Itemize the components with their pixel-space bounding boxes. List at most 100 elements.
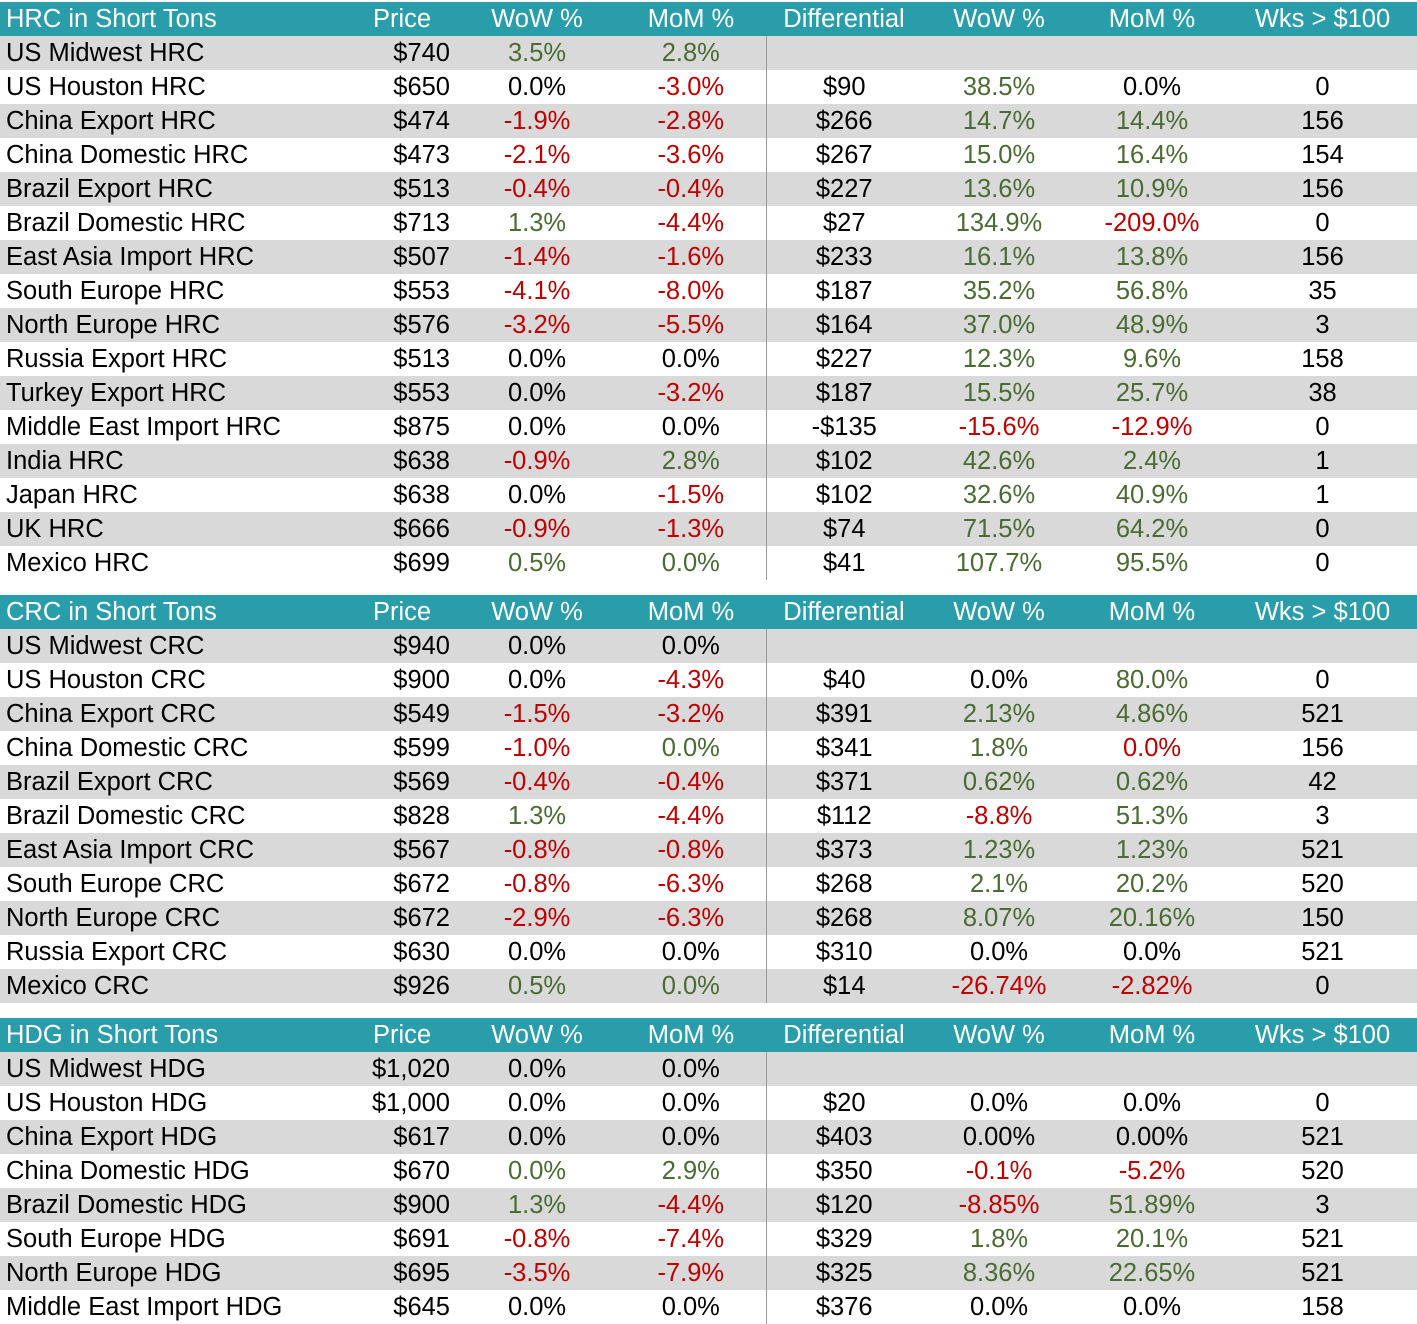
mom-pct-cell: 0.0% [616,969,766,1003]
table-row: Middle East Import HDG $645 0.0% 0.0% $376 0.… [0,1290,1417,1324]
wow-pct-cell: 0.0% [458,629,616,663]
weeks-over-100-cell: 520 [1301,870,1344,898]
differential-cell: $267 [765,138,922,172]
mom-pct-cell: -3.2% [616,376,766,410]
table-row: Russia Export HRC $513 0.0% 0.0% $227 12.3% 9.… [0,342,1417,376]
mom-pct-cell: 0.0% [661,734,720,762]
diff-mom-pct-cell: 64.2% [1076,512,1228,546]
diff-mom-pct-cell: 9.6% [1122,345,1182,373]
header-mom-pct: MoM % [616,2,766,36]
wow-pct-cell: -0.4% [458,765,616,799]
header-weeks-over-100: Wks > $100 [1228,1018,1417,1052]
mom-pct-cell: 2.8% [616,36,766,70]
table-row: Brazil Domestic CRC $828 1.3% -4.4% $112 -8.8… [0,799,1417,833]
price-cell: $828 [393,802,450,830]
table-row: East Asia Import HRC $507 -1.4% -1.6% $233 16… [0,240,1417,274]
price-cell: $713 [393,209,450,237]
region-cell: Brazil Domestic CRC [6,802,246,830]
weeks-over-100-cell: 150 [1228,901,1417,935]
diff-wow-pct-cell: 134.9% [955,209,1043,237]
weeks-over-100-cell [1228,1052,1417,1086]
hrc-header-row: HRC in Short Tons Price WoW % MoM % Differen… [0,2,1417,36]
region-cell: North Europe CRC [0,901,346,935]
wow-pct-cell: 0.0% [507,73,567,101]
price-cell: $576 [346,308,458,342]
wow-pct-cell: -2.1% [503,141,571,169]
diff-wow-pct-cell: 2.13% [922,697,1076,731]
region-cell: US Midwest HRC [0,36,346,70]
mom-pct-cell: -6.3% [616,901,766,935]
diff-wow-pct-cell: 0.0% [969,1089,1029,1117]
wow-pct-cell: -0.9% [458,444,616,478]
region-cell: Russia Export HRC [6,345,228,373]
wow-pct-cell: -4.1% [503,277,571,305]
table-row: Brazil Domestic HRC $713 1.3% -4.4% $27 134.9… [0,206,1417,240]
header-region: HRC in Short Tons [0,2,346,36]
mom-pct-cell: -3.6% [657,141,725,169]
diff-wow-pct-cell: 15.0% [962,141,1036,169]
weeks-over-100-cell: 1 [1228,444,1417,478]
diff-mom-pct-cell: 0.0% [1122,734,1182,762]
table-row: China Export HDG $617 0.0% 0.0% $403 0.00% 0.0… [0,1120,1417,1154]
table-row: US Houston HDG $1,000 0.0% 0.0% $20 0.0% 0.0% 0 [0,1086,1417,1120]
wow-pct-cell: 0.0% [458,376,616,410]
diff-wow-pct-cell: 1.8% [969,1225,1029,1253]
region-cell: Mexico CRC [0,969,346,1003]
differential-cell: $164 [765,308,922,342]
price-cell: $666 [346,512,458,546]
weeks-over-100-cell [1228,36,1417,70]
table-row: US Houston CRC $900 0.0% -4.3% $40 0.0% 80.0% 0 [0,663,1417,697]
differential-cell: $187 [765,376,922,410]
weeks-over-100-cell: 0 [1315,73,1330,101]
header-weeks-over-100: Wks > $100 [1228,595,1417,629]
wow-pct-cell: 0.0% [507,413,567,441]
region-cell: Russia Export CRC [6,938,228,966]
wow-pct-cell: 0.5% [507,549,567,577]
table-row: Brazil Export CRC $569 -0.4% -0.4% $371 0.62%… [0,765,1417,799]
weeks-over-100-cell: 520 [1301,1157,1344,1185]
differential-cell: $40 [765,663,922,697]
diff-wow-pct-cell: 35.2% [962,277,1036,305]
table-row: China Domestic HRC $473 -2.1% -3.6% $267 15.0… [0,138,1417,172]
mom-pct-cell: -7.9% [616,1256,766,1290]
differential-cell: $20 [765,1086,922,1120]
table-row: North Europe HRC $576 -3.2% -5.5% $164 37.0% 4… [0,308,1417,342]
differential-cell [765,629,922,663]
price-cell: $630 [393,938,450,966]
differential-cell: $187 [765,274,922,308]
differential-cell: -$135 [765,410,922,444]
diff-wow-pct-cell [922,36,1076,70]
header-region: CRC in Short Tons [0,595,346,629]
hrc-price-table: HRC in Short Tons Price WoW % MoM % Differen… [0,2,1417,580]
region-cell: Middle East Import HRC [6,413,281,441]
price-cell: $875 [393,413,450,441]
price-cell: $567 [346,833,458,867]
weeks-over-100-cell: 521 [1228,833,1417,867]
price-cell: $638 [393,481,450,509]
diff-mom-pct-cell: 80.0% [1115,666,1189,694]
region-cell: US Houston CRC [6,666,206,694]
table-row: Mexico HRC $699 0.5% 0.0% $41 107.7% 95.5% 0 [0,546,1417,580]
wow-pct-cell: 0.0% [507,938,567,966]
differential-cell [765,36,922,70]
weeks-over-100-cell [1228,629,1417,663]
price-cell: $699 [393,549,450,577]
header-diff-wow-pct: WoW % [922,1018,1076,1052]
mom-pct-cell: -7.4% [657,1225,725,1253]
differential-cell: $391 [765,697,922,731]
table-row: US Midwest HRC $740 3.5% 2.8% [0,36,1417,70]
diff-mom-pct-cell: 95.5% [1115,549,1189,577]
region-cell: China Export CRC [0,697,346,731]
wow-pct-cell: -0.8% [503,1225,571,1253]
diff-wow-pct-cell: 13.6% [922,172,1076,206]
diff-mom-pct-cell: 0.0% [1122,73,1182,101]
diff-mom-pct-cell: 16.4% [1115,141,1189,169]
price-cell: $645 [393,1293,450,1321]
wow-pct-cell: 1.3% [458,1188,616,1222]
region-cell: North Europe HRC [0,308,346,342]
region-cell: North Europe HDG [0,1256,346,1290]
price-cell: $926 [346,969,458,1003]
region-cell: Japan HRC [6,481,138,509]
region-cell: China Export HDG [0,1120,346,1154]
header-mom-pct: MoM % [616,1018,766,1052]
